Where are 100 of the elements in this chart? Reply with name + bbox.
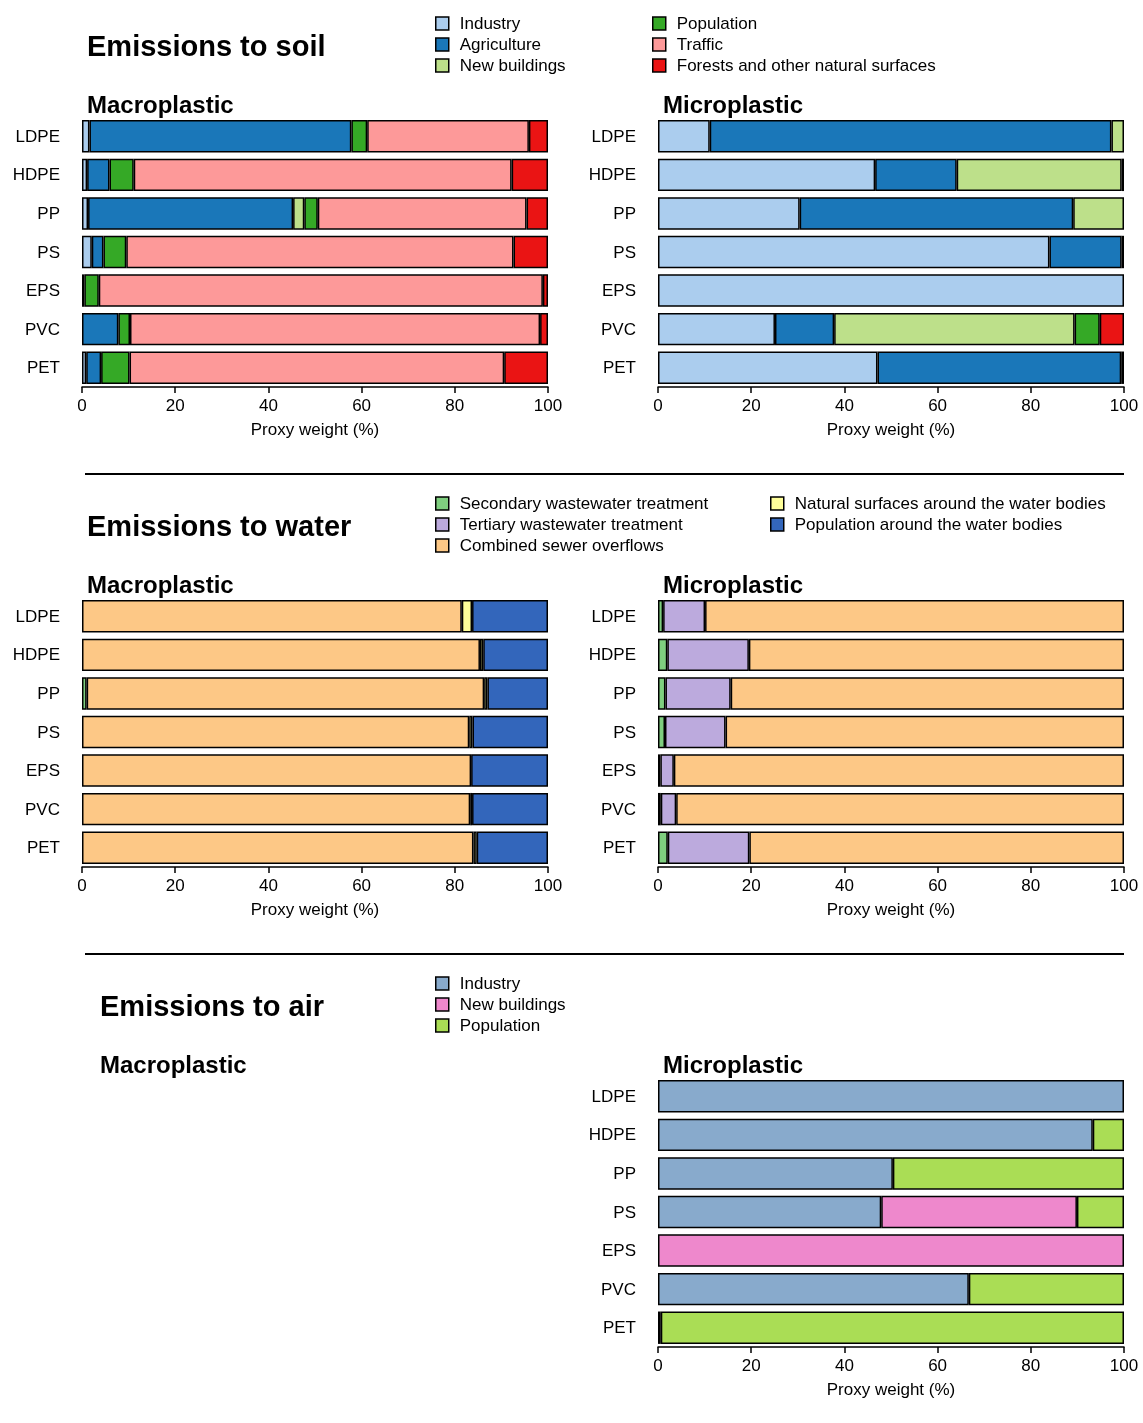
y-tick-label: PS (613, 1202, 636, 1222)
x-axis-title: Proxy weight (%) (826, 900, 956, 919)
x-tick-label: 100 (1109, 1356, 1139, 1375)
x-tick-label: 40 (258, 396, 278, 415)
bar (660, 1311, 1124, 1344)
y-tick-label: LDPE (591, 606, 636, 626)
y-tick-label: EPS (601, 281, 636, 301)
chart-subtitle: Macroplastic (87, 570, 234, 598)
x-axis-title: Proxy weight (%) (826, 1380, 956, 1399)
y-tick-label: PET (602, 838, 636, 858)
text: Emissions to air (100, 989, 325, 1022)
x-tick-label: 0 (653, 876, 663, 895)
x-tick-label: 100 (1109, 396, 1139, 415)
bar (82, 831, 474, 864)
chart-title: Emissions to soil (87, 29, 326, 62)
chart-subtitle: Microplastic (663, 90, 804, 118)
y-tick-label: HDPE (588, 165, 636, 185)
y-tick-label: HDPE (588, 1125, 636, 1145)
bar (472, 792, 548, 826)
x-axis-title: Proxy weight (%) (826, 420, 956, 439)
bar (476, 831, 548, 864)
legend-label: Population around the water bodies (794, 515, 1063, 534)
y-tick-label: PVC (25, 319, 60, 339)
x-tick-label: 20 (741, 876, 761, 895)
legend-label: Industry (459, 974, 521, 993)
bar (82, 792, 471, 826)
x-tick-label: 40 (258, 876, 278, 895)
y-tick-label: HDPE (588, 645, 636, 665)
legend-label: Natural surfaces around the water bodies (794, 494, 1106, 513)
x-tick-label: 40 (834, 396, 854, 415)
x-tick-label: 20 (741, 396, 761, 415)
y-tick-label: PS (37, 722, 60, 742)
y-tick-label: LDPE (15, 126, 60, 146)
bar (483, 638, 548, 672)
y-tick-label: PET (26, 838, 60, 858)
legend-label: Traffic (676, 35, 724, 54)
chart-subtitle: Macroplastic (87, 90, 234, 118)
bar (487, 677, 548, 710)
x-tick-label: 0 (653, 1356, 663, 1375)
y-tick-label: PS (613, 242, 636, 262)
y-tick-label: PP (37, 203, 60, 223)
x-tick-label: 80 (445, 396, 465, 415)
y-tick-label: EPS (601, 761, 636, 781)
x-tick-label: 20 (165, 396, 185, 415)
x-tick-label: 60 (928, 876, 948, 895)
bar (472, 715, 548, 749)
x-tick-label: 40 (834, 876, 854, 895)
y-tick-label: PS (37, 242, 60, 262)
chart-title: Emissions to water (87, 509, 352, 542)
chart-subtitle: Microplastic (663, 1050, 804, 1078)
x-tick-label: 80 (445, 876, 465, 895)
x-tick-label: 0 (77, 876, 87, 895)
x-tick-label: 80 (1021, 396, 1041, 415)
x-tick-label: 100 (533, 396, 563, 415)
y-tick-label: PP (37, 683, 60, 703)
bar (82, 638, 480, 672)
x-tick-label: 80 (1021, 1356, 1041, 1375)
bar (86, 677, 485, 710)
x-tick-label: 0 (653, 396, 663, 415)
y-tick-label: PP (613, 203, 636, 223)
legend-label: Secondary wastewater treatment (459, 494, 709, 513)
legend-label: Population (459, 1016, 541, 1035)
y-tick-label: HDPE (12, 165, 60, 185)
y-tick-label: PS (613, 722, 636, 742)
x-tick-label: 20 (165, 876, 185, 895)
legend-label: Agriculture (459, 35, 542, 54)
y-tick-label: LDPE (15, 606, 60, 626)
y-tick-label: LDPE (591, 1086, 636, 1106)
legend-label: Industry (459, 14, 521, 33)
x-tick-label: 40 (834, 1356, 854, 1375)
y-tick-label: PVC (601, 799, 636, 819)
legend-label: Combined sewer overflows (459, 536, 664, 555)
legend-label: Tertiary wastewater treatment (459, 515, 683, 534)
y-tick-label: PVC (601, 1279, 636, 1299)
y-tick-label: PVC (601, 319, 636, 339)
text: Macroplastic (100, 1050, 247, 1078)
y-tick-label: PET (602, 1318, 636, 1338)
legend-label: New buildings (459, 995, 566, 1014)
y-tick-label: EPS (25, 761, 60, 781)
legend-label: Forests and other natural surfaces (676, 56, 936, 75)
chart-subtitle: Microplastic (663, 570, 804, 598)
bar (82, 715, 470, 749)
legend-label: New buildings (459, 56, 566, 75)
x-axis-title: Proxy weight (%) (250, 900, 380, 919)
x-tick-label: 0 (77, 396, 87, 415)
y-tick-label: LDPE (591, 126, 636, 146)
y-tick-label: PET (602, 358, 636, 378)
bar (658, 1080, 1124, 1113)
bar (658, 1234, 1124, 1267)
x-tick-label: 60 (928, 396, 948, 415)
x-tick-label: 60 (352, 396, 372, 415)
x-tick-label: 60 (352, 876, 372, 895)
legend-label: Population (676, 14, 758, 33)
x-tick-label: 100 (533, 876, 563, 895)
y-tick-label: PVC (25, 799, 60, 819)
y-tick-label: PET (26, 358, 60, 378)
y-tick-label: HDPE (12, 645, 60, 665)
y-tick-label: EPS (25, 281, 60, 301)
x-tick-label: 100 (1109, 876, 1139, 895)
bar (658, 274, 1124, 307)
